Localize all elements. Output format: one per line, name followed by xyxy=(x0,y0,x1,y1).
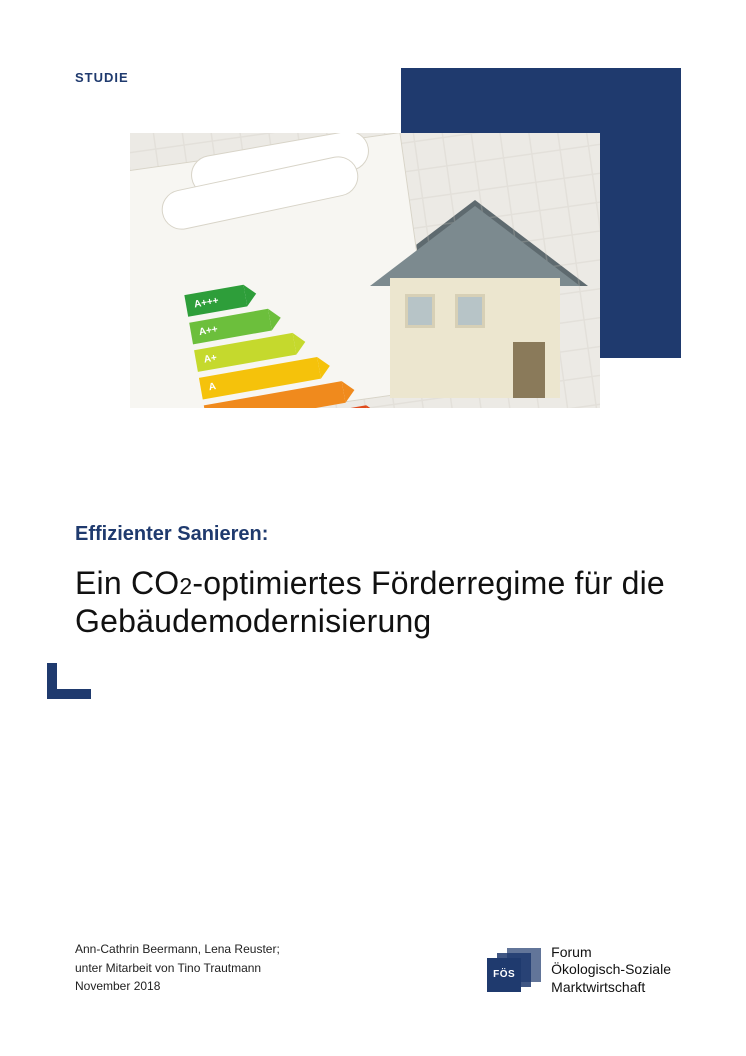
publisher-logo: FÖS Forum Ökologisch-Soziale Marktwirtsc… xyxy=(487,944,671,997)
hero-area: A+++ A++ A+ A B C D xyxy=(75,113,671,413)
title-subscript: 2 xyxy=(179,573,192,599)
kicker-title: Effizienter Sanieren: xyxy=(75,523,671,546)
logo-mark-icon: FÖS xyxy=(487,948,541,992)
logo-line-2: Ökologisch-Soziale xyxy=(551,961,671,979)
hero-image: A+++ A++ A+ A B C D xyxy=(130,133,600,408)
cover-page: STUDIE A+++ A++ A+ A B C D xyxy=(0,0,746,1056)
authors-line-2: unter Mitarbeit von Tino Trautmann xyxy=(75,959,280,978)
authors-line-1: Ann-Cathrin Beermann, Lena Reuster; xyxy=(75,940,280,959)
model-house xyxy=(370,188,580,398)
logo-text: Forum Ökologisch-Soziale Marktwirtschaft xyxy=(551,944,671,997)
logo-abbr: FÖS xyxy=(493,969,515,980)
logo-line-1: Forum xyxy=(551,944,671,962)
l-ornament-icon xyxy=(47,663,91,699)
main-title: Ein CO2-optimiertes Förderregime für die… xyxy=(75,564,671,641)
logo-line-3: Marktwirtschaft xyxy=(551,979,671,997)
title-part-1: Ein CO xyxy=(75,565,179,601)
title-block: Effizienter Sanieren: Ein CO2-optimierte… xyxy=(75,523,671,699)
footer: Ann-Cathrin Beermann, Lena Reuster; unte… xyxy=(75,940,671,996)
authors-block: Ann-Cathrin Beermann, Lena Reuster; unte… xyxy=(75,940,280,996)
publication-date: November 2018 xyxy=(75,977,280,996)
